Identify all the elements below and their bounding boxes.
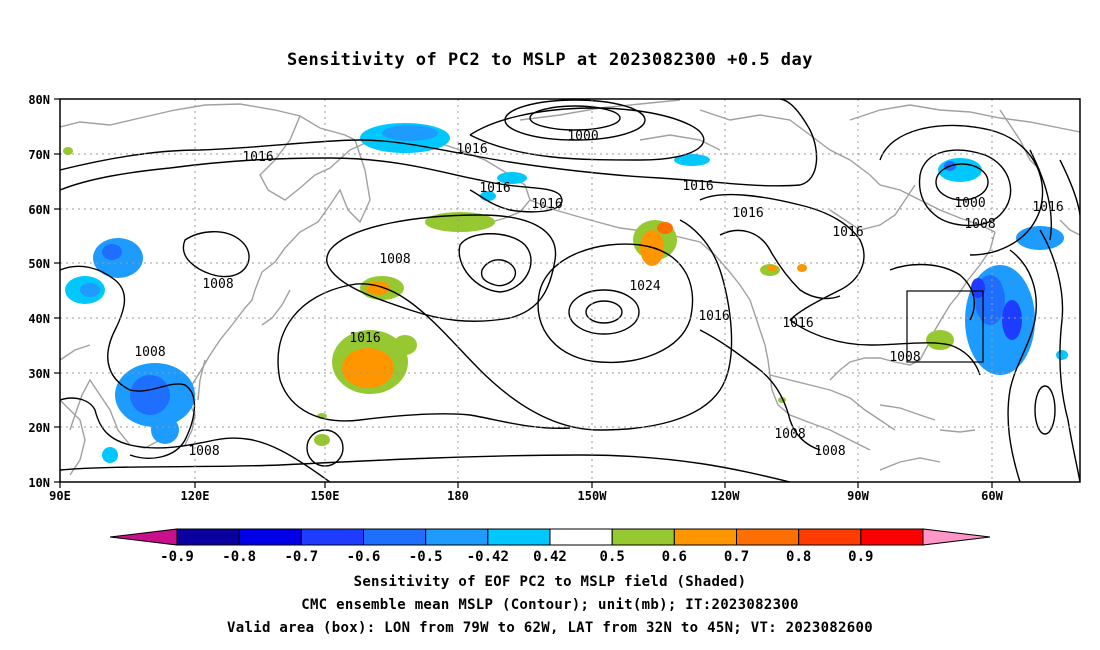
lon-label: 120W bbox=[711, 489, 741, 503]
graticule bbox=[60, 99, 1080, 482]
contour-label: 1008 bbox=[379, 252, 410, 267]
lon-label: 120E bbox=[181, 489, 210, 503]
lat-label: 50N bbox=[28, 257, 50, 271]
caption-line-2: CMC ensemble mean MSLP (Contour); unit(m… bbox=[301, 597, 799, 613]
colorbar-swatch bbox=[860, 528, 924, 546]
colorbar-label: -0.7 bbox=[284, 549, 318, 565]
lat-label: 40N bbox=[28, 312, 50, 326]
colorbar-max-triangle bbox=[922, 528, 991, 546]
coastlines bbox=[60, 99, 1080, 476]
colorbar-swatch bbox=[549, 528, 613, 546]
contour-label: 1016 bbox=[832, 225, 863, 240]
colorbar-label: -0.42 bbox=[467, 549, 509, 565]
lat-label: 60N bbox=[28, 203, 50, 217]
colorbar-swatch bbox=[176, 528, 240, 546]
colorbar-swatch bbox=[673, 528, 737, 546]
valid-area-box bbox=[906, 290, 984, 363]
contour-label: 1024 bbox=[629, 279, 660, 294]
colorbar-label: -0.5 bbox=[409, 549, 443, 565]
colorbar-swatch bbox=[425, 528, 489, 546]
contour-label: 1016 bbox=[349, 331, 380, 346]
map-frame bbox=[59, 98, 1081, 483]
caption-line-3: Valid area (box): LON from 79W to 62W, L… bbox=[227, 620, 873, 636]
colorbar-label: 0.5 bbox=[600, 549, 625, 565]
contour-label: 1000 bbox=[954, 196, 985, 211]
lon-label: 60W bbox=[981, 489, 1003, 503]
colorbar-min-triangle bbox=[109, 528, 178, 546]
contour-label: 1016 bbox=[1032, 200, 1063, 215]
lon-label: 90E bbox=[49, 489, 71, 503]
lat-label: 70N bbox=[28, 148, 50, 162]
lon-label: 150W bbox=[578, 489, 608, 503]
lon-label: 90W bbox=[847, 489, 869, 503]
contour-label: 1016 bbox=[479, 181, 510, 196]
contour-label: 1008 bbox=[814, 444, 845, 459]
contour-label: 1008 bbox=[774, 427, 805, 442]
colorbar-label: 0.9 bbox=[848, 549, 873, 565]
lat-label: 80N bbox=[28, 93, 50, 107]
contour-label: 1000 bbox=[567, 129, 598, 144]
colorbar-swatch bbox=[798, 528, 862, 546]
mslp-contours bbox=[60, 99, 1080, 482]
caption-line-1: Sensitivity of EOF PC2 to MSLP field (Sh… bbox=[353, 574, 747, 590]
contour-label: 1016 bbox=[732, 206, 763, 221]
contour-label: 1008 bbox=[964, 217, 995, 232]
lon-label: 180 bbox=[447, 489, 469, 503]
contour-label: 1016 bbox=[242, 150, 273, 165]
lat-label: 30N bbox=[28, 367, 50, 381]
axis-ticks bbox=[54, 98, 993, 488]
contour-label: 1016 bbox=[698, 309, 729, 324]
contour-label: 1008 bbox=[134, 345, 165, 360]
colorbar-swatch bbox=[238, 528, 302, 546]
contour-label: 1016 bbox=[456, 142, 487, 157]
contour-label: 1016 bbox=[782, 316, 813, 331]
colorbar-swatch bbox=[611, 528, 675, 546]
contour-label: 1016 bbox=[531, 197, 562, 212]
colorbar-swatch bbox=[736, 528, 800, 546]
colorbar-label: 0.6 bbox=[662, 549, 687, 565]
contour-label: 1008 bbox=[188, 444, 219, 459]
colorbar-label: 0.42 bbox=[533, 549, 567, 565]
map-title: Sensitivity of PC2 to MSLP at 2023082300… bbox=[286, 50, 813, 70]
colorbar-label: -0.8 bbox=[222, 549, 256, 565]
colorbar-label: 0.7 bbox=[724, 549, 749, 565]
lat-label: 10N bbox=[28, 476, 50, 490]
colorbar-swatch bbox=[363, 528, 427, 546]
contour-label: 1008 bbox=[202, 277, 233, 292]
colorbar: -0.9 -0.8 -0.7 -0.6 -0.5 -0.42 0.42 0.5 0.6 0.7 0.… bbox=[109, 528, 991, 565]
lat-label: 20N bbox=[28, 421, 50, 435]
lon-label: 150E bbox=[311, 489, 340, 503]
contour-label: 1008 bbox=[889, 350, 920, 365]
colorbar-swatch bbox=[300, 528, 365, 546]
colorbar-label: -0.6 bbox=[347, 549, 381, 565]
colorbar-label: 0.8 bbox=[786, 549, 811, 565]
contour-label: 1016 bbox=[682, 179, 713, 194]
colorbar-label: -0.9 bbox=[160, 549, 194, 565]
colorbar-swatch bbox=[487, 528, 551, 546]
